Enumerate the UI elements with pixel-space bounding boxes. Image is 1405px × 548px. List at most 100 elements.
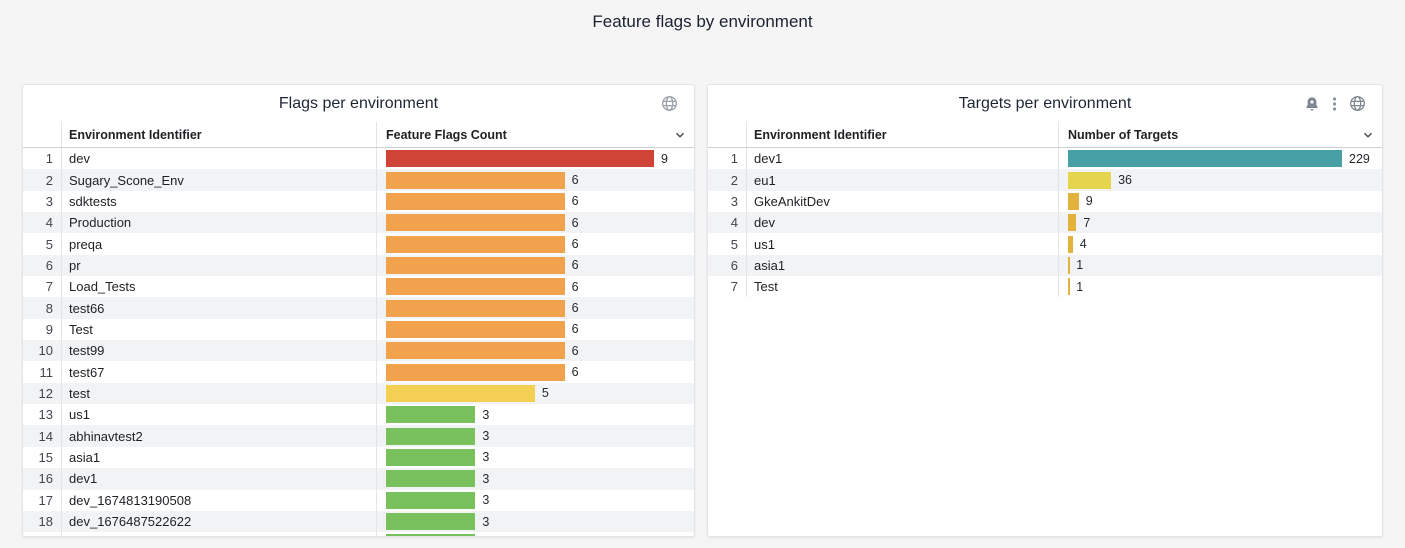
bar-gauge-track: 6 xyxy=(386,214,654,232)
bar-value-label: 7 xyxy=(1083,215,1091,230)
bar-gauge-track: 6 xyxy=(386,342,654,360)
bar-gauge xyxy=(386,150,654,168)
bar-gauge-track: 6 xyxy=(386,320,654,338)
environment-identifier-cell: asia1 xyxy=(746,254,1058,277)
table-row: 13 us1 3 xyxy=(23,404,694,426)
feature-flags-count-column-header[interactable]: Feature Flags Count xyxy=(376,122,694,147)
bar-gauge xyxy=(386,171,565,189)
bar-value-label: 9 xyxy=(1085,194,1093,209)
row-number: 1 xyxy=(730,151,738,167)
bar-value-label: 5 xyxy=(541,386,549,401)
value-cell: 6 xyxy=(376,169,694,191)
bar-gauge-track: 6 xyxy=(386,299,654,317)
bell-plus-icon[interactable] xyxy=(1304,96,1320,112)
value-cell: 1 xyxy=(1058,254,1382,277)
table-row: 18 dev_1676487522622 3 xyxy=(23,510,694,533)
environment-identifier-cell: Test xyxy=(61,318,376,341)
row-number: 7 xyxy=(730,279,738,295)
bar-gauge-track: 6 xyxy=(386,171,654,189)
environment-identifier-cell: Load_Tests xyxy=(61,276,376,298)
table-body: 1 dev1 229 2 eu1 36 3 GkeAnkitDev 9 4 dev 7 5 us1 4 6 as… xyxy=(708,148,1382,536)
environment-identifier-cell: us1 xyxy=(61,404,376,426)
row-number: 3 xyxy=(730,193,738,209)
bar-value-label: 6 xyxy=(571,322,579,337)
environment-identifier-cell: dev_1674813190508 xyxy=(61,489,376,511)
table-row: 1 dev 9 xyxy=(23,148,694,170)
bar-value-label: 3 xyxy=(482,536,489,537)
bar-value-label: 6 xyxy=(571,194,579,209)
environment-identifier-cell: GkeAnkitDev xyxy=(746,190,1058,213)
environment-identifier-cell: test99 xyxy=(61,340,376,362)
value-cell: 3 xyxy=(376,404,694,426)
bar-value-label: 1 xyxy=(1076,258,1084,273)
bar-gauge-track: 6 xyxy=(386,256,654,274)
bar-gauge xyxy=(386,235,565,253)
environment-identifier-cell: abhinavtest2 xyxy=(61,425,376,447)
table-row: 11 test67 6 xyxy=(23,361,694,383)
bar-gauge xyxy=(386,299,565,317)
globe-icon[interactable] xyxy=(1349,95,1366,112)
chevron-down-icon[interactable] xyxy=(1361,128,1375,142)
chevron-down-icon[interactable] xyxy=(673,128,687,142)
row-number: 18 xyxy=(38,514,53,530)
bar-value-label: 6 xyxy=(571,279,579,294)
bar-value-label: 229 xyxy=(1349,151,1370,166)
row-number: 13 xyxy=(38,407,53,423)
row-number: 5 xyxy=(730,236,738,252)
environment-identifier-cell: Sugary_Scone_Env xyxy=(61,169,376,191)
panel-header-icons xyxy=(1304,85,1366,122)
row-number: 19 xyxy=(23,532,61,536)
row-number: 6 xyxy=(45,257,53,273)
bar-gauge-track: 229 xyxy=(1068,150,1370,168)
table-row: 3 sdktests 6 xyxy=(23,190,694,213)
row-number: 6 xyxy=(730,257,738,273)
table-row: 5 preqa 6 xyxy=(23,233,694,255)
value-cell: 6 xyxy=(376,297,694,319)
table-row: 5 us1 4 xyxy=(708,233,1382,255)
bar-value-label: 3 xyxy=(482,514,490,529)
table-row: 17 dev_1674813190508 3 xyxy=(23,489,694,511)
bar-gauge xyxy=(1068,278,1070,296)
bar-gauge xyxy=(386,256,565,274)
bar-gauge-track: 6 xyxy=(386,192,654,210)
environment-identifier-column-header[interactable]: Environment Identifier xyxy=(61,122,376,147)
environment-identifier-cell: dev_1676487522622 xyxy=(61,510,376,533)
table-header: Environment Identifier Number of Targets xyxy=(708,122,1382,148)
row-number: 8 xyxy=(45,300,53,316)
bar-gauge xyxy=(1068,171,1112,189)
environment-identifier-cell: dev xyxy=(61,148,376,170)
environment-identifier-cell: asia1 xyxy=(61,446,376,469)
row-number: 5 xyxy=(45,236,53,252)
panel-title[interactable]: Targets per environment xyxy=(958,94,1132,112)
bar-gauge xyxy=(386,448,476,466)
table-row: 10 test99 6 xyxy=(23,340,694,362)
environment-identifier-cell: sdktests xyxy=(61,190,376,213)
panel-title[interactable]: Flags per environment xyxy=(278,94,439,112)
row-number: 1 xyxy=(45,151,53,167)
environment-identifier-column-header[interactable]: Environment Identifier xyxy=(746,122,1058,147)
bar-value-label: 4 xyxy=(1079,237,1087,252)
bar-gauge xyxy=(386,214,565,232)
value-cell: 36 xyxy=(1058,169,1382,191)
number-of-targets-column-header[interactable]: Number of Targets xyxy=(1058,122,1382,147)
bar-gauge-track: 6 xyxy=(386,235,654,253)
row-number: 12 xyxy=(38,385,53,401)
value-cell: 3 xyxy=(376,446,694,469)
table-row: 9 Test 6 xyxy=(23,318,694,341)
value-cell: 6 xyxy=(376,190,694,213)
environment-identifier-cell: dev1 xyxy=(61,468,376,490)
value-cell: 6 xyxy=(376,212,694,234)
value-cell: 3 xyxy=(376,489,694,511)
bar-gauge xyxy=(386,320,565,338)
bar-gauge xyxy=(386,363,565,381)
value-cell: 9 xyxy=(376,148,694,170)
bar-gauge-track: 5 xyxy=(386,384,654,402)
kebab-menu-icon[interactable] xyxy=(1332,96,1337,112)
row-number: 7 xyxy=(45,279,53,295)
value-cell: 3 xyxy=(376,468,694,490)
environment-identifier-cell: eu1 xyxy=(746,169,1058,191)
bar-gauge-track: 6 xyxy=(386,363,654,381)
table-row: 12 test 5 xyxy=(23,382,694,405)
environment-identifier-cell: pr xyxy=(61,254,376,277)
globe-icon[interactable] xyxy=(661,95,678,112)
